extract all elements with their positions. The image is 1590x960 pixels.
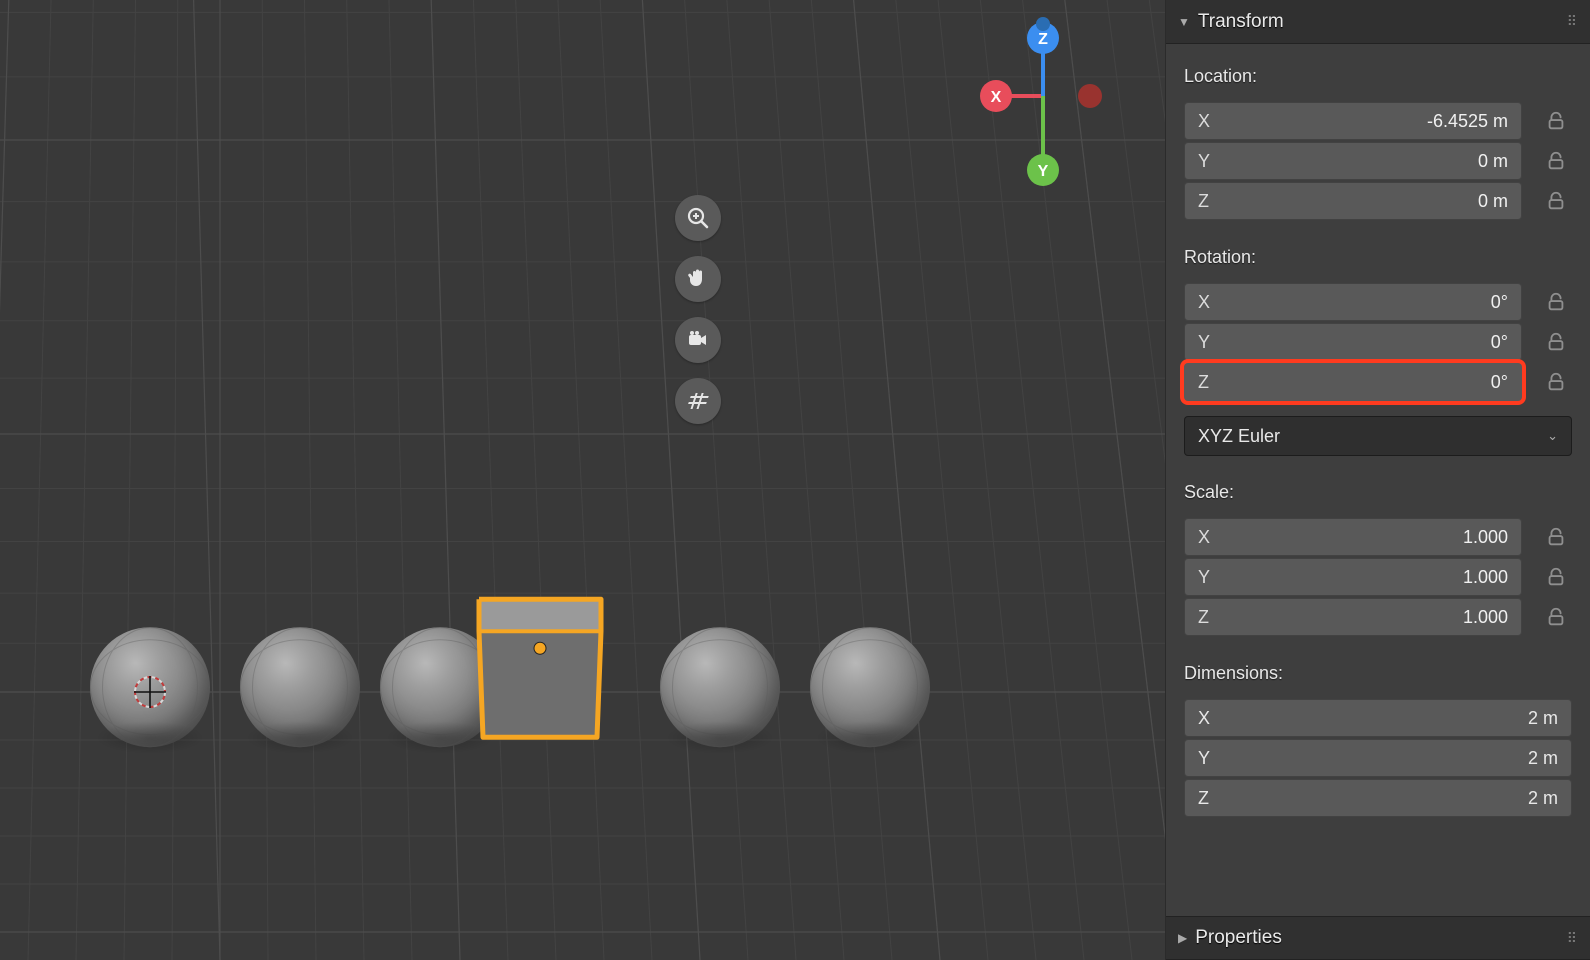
- axis-label: X: [1198, 708, 1222, 729]
- sphere-object[interactable]: [90, 627, 210, 747]
- axis-label: Z: [1198, 191, 1222, 212]
- lock-icon[interactable]: [1540, 328, 1572, 356]
- drag-grip-icon[interactable]: ⠿: [1560, 13, 1578, 30]
- dimensions-row: X2 m: [1184, 698, 1572, 738]
- collapse-icon: ▶: [1178, 931, 1187, 945]
- dimensions-row: Z2 m: [1184, 778, 1572, 818]
- rotation-label: Rotation:: [1184, 247, 1572, 268]
- sphere-object[interactable]: [810, 627, 930, 747]
- location-label: Location:: [1184, 66, 1572, 87]
- lock-icon[interactable]: [1540, 563, 1572, 591]
- value-label: 2 m: [1222, 788, 1558, 809]
- sphere-object[interactable]: [660, 627, 780, 747]
- rotation-row: Z0°: [1184, 362, 1572, 402]
- value-label: 1.000: [1222, 567, 1508, 588]
- scale-row: X1.000: [1184, 517, 1572, 557]
- location-y-field[interactable]: Y0 m: [1184, 142, 1522, 180]
- scale-row: Y1.000: [1184, 557, 1572, 597]
- lock-icon[interactable]: [1540, 288, 1572, 316]
- transform-panel-body: Location: X-6.4525 mY0 mZ0 m Rotation: X…: [1166, 44, 1590, 826]
- transform-panel-header[interactable]: ▼ Transform ⠿: [1166, 0, 1590, 44]
- dimensions-z-field[interactable]: Z2 m: [1184, 779, 1572, 817]
- rotation-mode-value: XYZ Euler: [1198, 426, 1280, 447]
- scale-x-field[interactable]: X1.000: [1184, 518, 1522, 556]
- value-label: 1.000: [1222, 607, 1508, 628]
- gizmo-z-label: Z: [1038, 31, 1048, 48]
- camera-button[interactable]: [675, 317, 721, 363]
- value-label: 2 m: [1222, 748, 1558, 769]
- drag-grip-icon[interactable]: ⠿: [1560, 930, 1578, 947]
- collapse-icon: ▼: [1178, 15, 1190, 29]
- axis-label: Z: [1198, 607, 1222, 628]
- app-root: X Y Z ▼: [0, 0, 1590, 960]
- pan-button[interactable]: [675, 256, 721, 302]
- panel-title: Transform: [1198, 11, 1560, 33]
- axis-label: X: [1198, 527, 1222, 548]
- lock-icon[interactable]: [1540, 523, 1572, 551]
- dimensions-y-field[interactable]: Y2 m: [1184, 739, 1572, 777]
- axis-label: Z: [1198, 372, 1222, 393]
- location-z-field[interactable]: Z0 m: [1184, 182, 1522, 220]
- value-label: 0 m: [1222, 151, 1508, 172]
- lock-icon[interactable]: [1540, 187, 1572, 215]
- viewport-tool-column: [675, 195, 721, 424]
- gizmo-x-label: X: [991, 89, 1002, 106]
- scale-z-field[interactable]: Z1.000: [1184, 598, 1522, 636]
- n-panel: ▼ Transform ⠿ Location: X-6.4525 mY0 mZ0…: [1165, 0, 1590, 960]
- value-label: 0°: [1222, 332, 1508, 353]
- value-label: 1.000: [1222, 527, 1508, 548]
- rotation-y-field[interactable]: Y0°: [1184, 323, 1522, 361]
- axis-label: Y: [1198, 567, 1222, 588]
- sphere-object[interactable]: [240, 627, 360, 747]
- chevron-down-icon: ⌄: [1547, 428, 1558, 444]
- dimensions-label: Dimensions:: [1184, 663, 1572, 684]
- axis-label: Z: [1198, 788, 1222, 809]
- rotation-z-field[interactable]: Z0°: [1184, 363, 1522, 401]
- selected-cube[interactable]: [473, 565, 607, 741]
- rotation-row: X0°: [1184, 282, 1572, 322]
- value-label: -6.4525 m: [1222, 111, 1508, 132]
- lock-icon[interactable]: [1540, 603, 1572, 631]
- lock-icon[interactable]: [1540, 107, 1572, 135]
- scale-label: Scale:: [1184, 482, 1572, 503]
- lock-icon[interactable]: [1540, 368, 1572, 396]
- dimensions-row: Y2 m: [1184, 738, 1572, 778]
- location-row: X-6.4525 m: [1184, 101, 1572, 141]
- gizmo-y-label: Y: [1038, 163, 1049, 180]
- properties-panel-header[interactable]: ▶ Properties ⠿: [1166, 916, 1590, 960]
- value-label: 0 m: [1222, 191, 1508, 212]
- scale-row: Z1.000: [1184, 597, 1572, 637]
- orientation-gizmo[interactable]: X Y Z: [988, 20, 1098, 180]
- grid-toggle-button[interactable]: [675, 378, 721, 424]
- rotation-row: Y0°: [1184, 322, 1572, 362]
- location-row: Z0 m: [1184, 181, 1572, 221]
- axis-label: Y: [1198, 748, 1222, 769]
- rotation-x-field[interactable]: X0°: [1184, 283, 1522, 321]
- location-x-field[interactable]: X-6.4525 m: [1184, 102, 1522, 140]
- dimensions-x-field[interactable]: X2 m: [1184, 699, 1572, 737]
- location-row: Y0 m: [1184, 141, 1572, 181]
- axis-label: X: [1198, 292, 1222, 313]
- axis-label: X: [1198, 111, 1222, 132]
- panel-title: Properties: [1195, 927, 1560, 949]
- viewport-3d[interactable]: X Y Z: [0, 0, 1165, 960]
- axis-label: Y: [1198, 151, 1222, 172]
- scale-y-field[interactable]: Y1.000: [1184, 558, 1522, 596]
- value-label: 0°: [1222, 292, 1508, 313]
- value-label: 0°: [1222, 372, 1508, 393]
- rotation-mode-dropdown[interactable]: XYZ Euler ⌄: [1184, 416, 1572, 456]
- zoom-button[interactable]: [675, 195, 721, 241]
- lock-icon[interactable]: [1540, 147, 1572, 175]
- object-origin-icon: [535, 642, 546, 653]
- axis-label: Y: [1198, 332, 1222, 353]
- value-label: 2 m: [1222, 708, 1558, 729]
